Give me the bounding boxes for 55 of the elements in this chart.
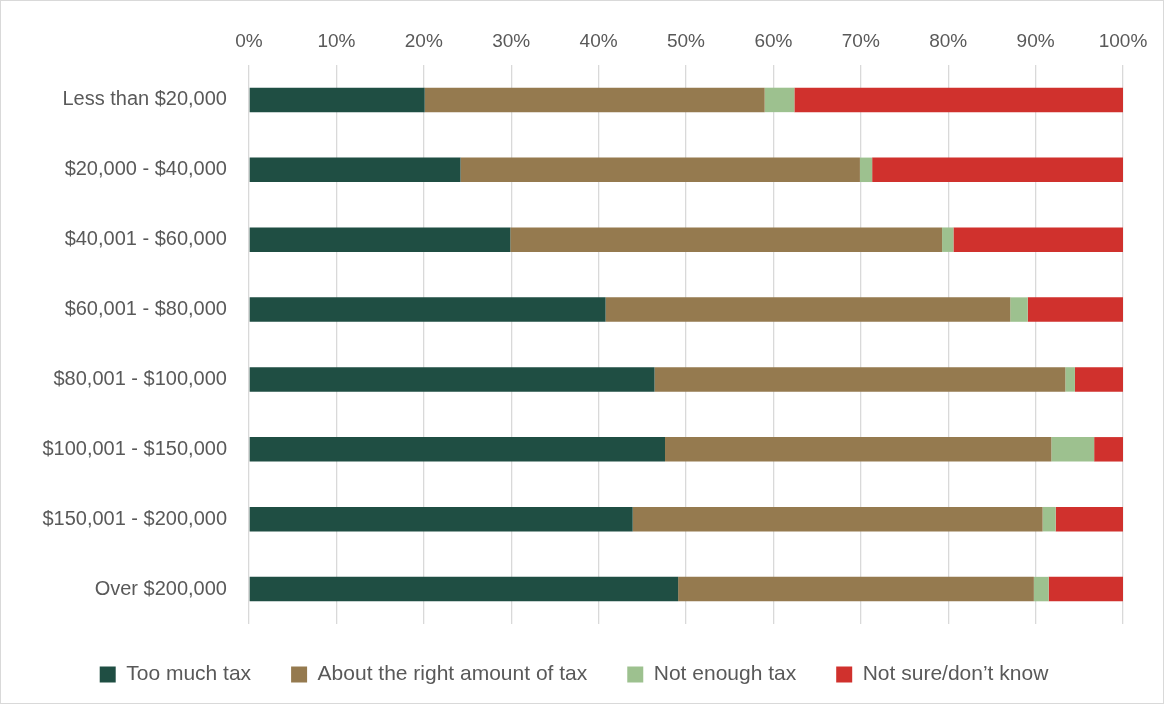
- y-tick-label: $40,001 - $60,000: [64, 227, 227, 250]
- bar: [665, 437, 1052, 462]
- x-tick-label: 30%: [492, 29, 531, 51]
- legend-label: Not sure/don’t know: [862, 661, 1050, 685]
- bar: [249, 367, 655, 392]
- y-tick-label: Over $200,000: [94, 576, 227, 599]
- y-tick-label: $60,001 - $80,000: [64, 297, 227, 320]
- bar: [632, 506, 1043, 532]
- bar: [794, 87, 1123, 113]
- bar: [249, 297, 606, 322]
- x-tick-label: 70%: [841, 29, 880, 51]
- legend-label: About the right amount of tax: [317, 661, 588, 685]
- bar: [654, 367, 1066, 392]
- x-tick-label: 80%: [929, 29, 968, 51]
- bar: [1051, 437, 1095, 462]
- bar: [942, 227, 954, 252]
- x-tick-label: 60%: [754, 29, 793, 51]
- y-tick-label: Less than $20,000: [62, 87, 227, 110]
- bar: [859, 157, 873, 183]
- bar: [1094, 437, 1123, 462]
- bar: [249, 437, 666, 462]
- y-tick-label: $150,001 - $200,000: [42, 506, 227, 529]
- legend-label: Too much tax: [126, 661, 252, 685]
- y-tick-label: $100,001 - $150,000: [42, 436, 227, 459]
- bar: [249, 87, 425, 113]
- x-tick-label: 0%: [235, 29, 263, 51]
- bar: [764, 87, 795, 113]
- bar: [1042, 506, 1056, 532]
- bar: [249, 506, 633, 532]
- x-tick-label: 50%: [666, 29, 706, 51]
- bar: [424, 87, 765, 113]
- y-tick-label: $20,000 - $40,000: [64, 157, 227, 180]
- bar: [1074, 367, 1123, 392]
- bar: [953, 227, 1123, 252]
- bar: [460, 157, 860, 183]
- bar: [249, 576, 679, 602]
- bar: [1065, 367, 1075, 392]
- x-tick-label: 100%: [1098, 29, 1148, 51]
- bar: [1010, 297, 1028, 322]
- bar: [678, 576, 1034, 602]
- bar: [510, 227, 943, 252]
- bar: [1048, 576, 1123, 602]
- y-tick-label: $80,001 - $100,000: [53, 366, 227, 389]
- x-tick-label: 20%: [404, 29, 443, 51]
- x-tick-label: 90%: [1016, 29, 1055, 51]
- bar: [249, 157, 461, 183]
- bar: [1055, 506, 1123, 532]
- bar: [1027, 297, 1123, 322]
- legend-label: Not enough tax: [653, 661, 797, 685]
- x-tick-label: 10%: [317, 29, 356, 51]
- bar: [1033, 576, 1049, 602]
- bar: [249, 227, 511, 252]
- bar: [605, 297, 1011, 322]
- bar: [872, 157, 1123, 183]
- x-tick-label: 40%: [579, 29, 618, 51]
